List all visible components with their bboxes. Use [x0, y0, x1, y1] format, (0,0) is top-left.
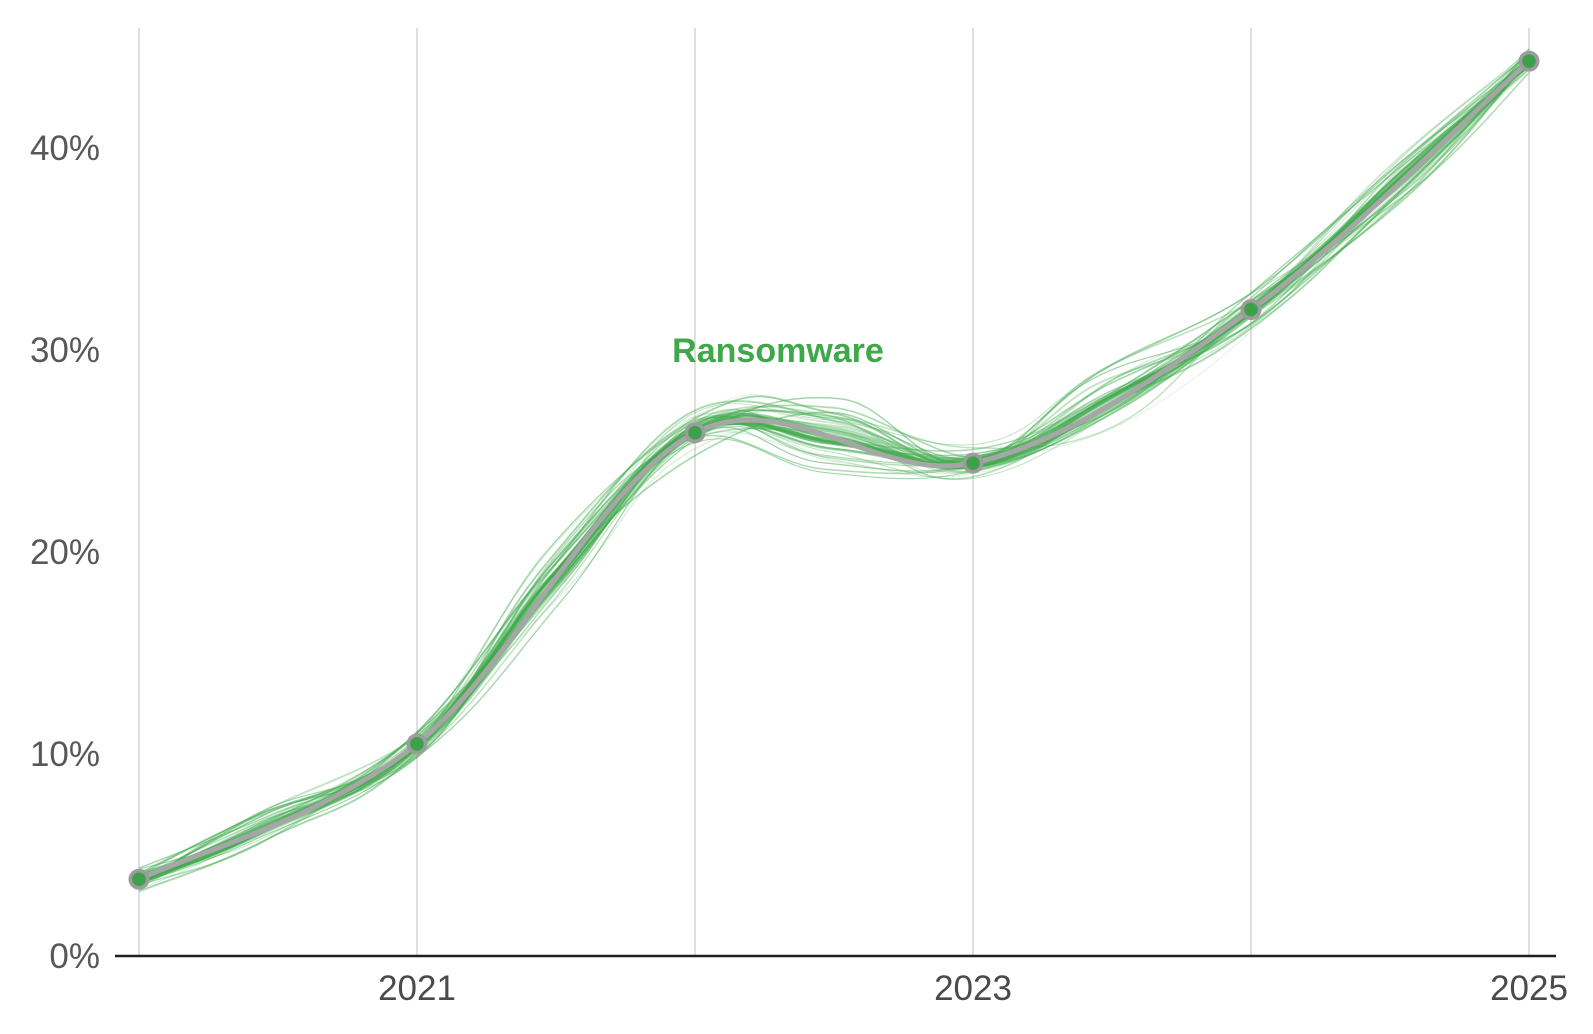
marker-dot-2024 — [1244, 302, 1258, 317]
marker-dot-2020 — [132, 872, 146, 887]
ensemble-line — [138, 59, 1530, 879]
ensemble-line — [138, 64, 1530, 885]
marker-dot-2025 — [1522, 54, 1536, 68]
ensemble-line — [138, 60, 1530, 893]
main-line-path — [137, 59, 1531, 882]
ensemble-line — [138, 50, 1530, 885]
ensemble-core-line — [138, 61, 1530, 883]
ensemble-line — [138, 53, 1530, 876]
ensemble-core-line — [138, 62, 1531, 884]
ensemble-core-line — [138, 58, 1531, 886]
ensemble-line — [138, 60, 1530, 879]
y-tick-label-20: 20% — [30, 533, 100, 572]
data-point-markers — [128, 50, 1540, 890]
ensemble-core-line — [138, 62, 1530, 883]
y-tick-label-0: 0% — [49, 937, 100, 976]
vertical-gridlines — [138, 28, 1530, 956]
x-tick-label-2023: 2023 — [934, 969, 1012, 1008]
y-axis-tick-labels: 0% 10% 20% 30% 40% — [30, 129, 100, 976]
ensemble-core-line — [138, 64, 1530, 878]
x-axis-tick-labels: 2021 2023 2025 — [378, 969, 1568, 1008]
ensemble-line — [138, 58, 1530, 884]
ensemble-line — [138, 69, 1530, 889]
ensemble-line — [138, 48, 1530, 885]
ensemble-line — [138, 63, 1530, 891]
ensemble-core-line — [138, 57, 1530, 886]
ensemble-line — [138, 61, 1530, 883]
ensemble-line — [138, 58, 1530, 886]
ensemble-line-bundle — [138, 48, 1531, 893]
ensemble-line — [138, 53, 1530, 878]
ensemble-line — [138, 51, 1530, 870]
ensemble-line — [138, 64, 1530, 885]
ensemble-line — [138, 66, 1530, 869]
y-tick-label-30: 30% — [30, 331, 100, 370]
ensemble-line — [138, 51, 1530, 876]
y-tick-label-10: 10% — [30, 735, 100, 774]
marker-dot-2023 — [966, 456, 980, 470]
ensemble-line — [138, 72, 1530, 883]
ensemble-line — [138, 65, 1530, 879]
ensemble-core-line — [138, 58, 1530, 879]
ensemble-line — [138, 58, 1530, 884]
ensemble-line — [138, 62, 1530, 874]
ensemble-core-line — [138, 56, 1530, 880]
ensemble-line — [138, 67, 1530, 886]
x-tick-label-2021: 2021 — [378, 969, 456, 1008]
marker-dot-2022 — [688, 426, 702, 440]
series-label-ransomware: Ransomware — [672, 332, 884, 370]
y-tick-label-40: 40% — [30, 129, 100, 168]
main-trend-line — [137, 59, 1531, 882]
ensemble-line — [138, 60, 1530, 875]
ensemble-core-line — [138, 57, 1531, 879]
ensemble-line — [138, 58, 1530, 885]
marker-dot-2021 — [410, 737, 424, 751]
ensemble-line — [138, 62, 1530, 883]
ensemble-core-line — [138, 60, 1531, 877]
x-tick-label-2025: 2025 — [1490, 969, 1568, 1008]
ensemble-line — [138, 48, 1530, 885]
